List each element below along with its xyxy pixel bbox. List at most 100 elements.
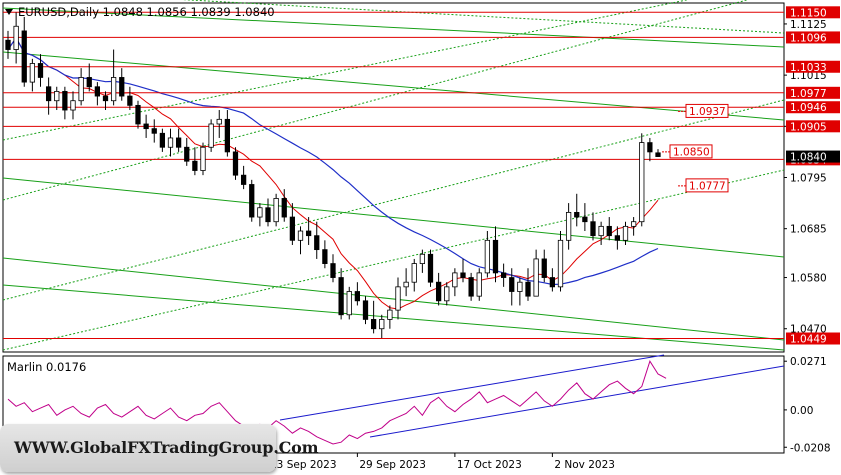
channel-line-1 [2, 177, 785, 258]
candle-body [5, 39, 11, 50]
candle-body [362, 300, 369, 320]
candle-body [45, 86, 52, 102]
candle-body [630, 221, 637, 227]
channel-line-0 [2, 51, 785, 121]
candle-body [541, 258, 547, 278]
x-tick-label: 29 Sep 2023 [359, 459, 426, 471]
candle-body [70, 100, 76, 111]
marlin-panel: 0.0271 0.00 -0.0208 Marlin 0.0176 [2, 354, 831, 454]
candle-body [208, 123, 214, 148]
candle-body [484, 239, 491, 274]
y-tick-label: 1.0580 [790, 273, 827, 285]
candle-body [37, 63, 44, 78]
current-price-tag [786, 150, 840, 163]
watermark-text: WWW.GlobalFXTradingGroup.Com [14, 438, 319, 457]
level-tag-1.0449 [786, 332, 840, 345]
candle-body [175, 137, 182, 148]
candle-body [167, 137, 174, 148]
marlin-y-tick-label: -0.0208 [790, 442, 831, 454]
candle-body [249, 184, 255, 218]
target-label: 1.0850 [673, 146, 710, 158]
candle-body [622, 225, 629, 241]
candle-body [354, 291, 361, 302]
candle-body [557, 239, 564, 288]
watermark-logo: WWW.GlobalFXTradingGroup.Com [0, 424, 319, 472]
marlin-header: Marlin 0.0176 [7, 360, 86, 374]
x-tick-label: 13 Sep 2023 [270, 459, 337, 471]
candle-body [54, 91, 60, 102]
target-box [685, 103, 729, 118]
candle-body [549, 277, 556, 288]
candle-body [370, 319, 377, 330]
dropdown-triangle-icon[interactable] [5, 9, 13, 15]
candle-body [565, 211, 572, 241]
target-box [685, 178, 729, 193]
candle-body [476, 272, 482, 297]
level-tag-1.0905 [786, 120, 840, 133]
candle-body [29, 63, 36, 83]
level-tag-1.0977 [786, 86, 840, 99]
candle-body [192, 160, 198, 171]
candle-body [297, 230, 304, 241]
current-price-label: 1.0840 [790, 152, 827, 164]
candle-body [639, 142, 645, 223]
candle-body [500, 272, 507, 278]
candle-body [151, 128, 157, 134]
candle-body [509, 277, 515, 292]
level-label-1.0946: 1.0946 [790, 102, 827, 114]
candle-body [614, 235, 621, 241]
slow-moving-average [7, 36, 659, 286]
candle-body [419, 253, 426, 264]
candle-body [94, 86, 101, 97]
candle-body [606, 225, 612, 237]
candle-body [232, 151, 239, 176]
candle-body [119, 77, 125, 97]
marlin-lower-trendline [369, 365, 785, 438]
marlin-y-tick-label: 0.0271 [790, 356, 827, 368]
candle-body [281, 198, 287, 218]
candle-body [574, 211, 580, 218]
candle-body [289, 216, 296, 241]
candle-body [338, 277, 344, 316]
channel-line-9 [2, 169, 785, 351]
candle-body [346, 291, 352, 316]
y-tick-label: 1.1125 [790, 19, 827, 31]
candle-body [598, 225, 604, 237]
candle-body [517, 281, 523, 292]
candle-body [647, 142, 653, 153]
candle-body [533, 258, 539, 297]
candle-body [240, 174, 247, 185]
level-label-1.1033: 1.1033 [790, 62, 827, 74]
candle-body [200, 146, 206, 171]
candle-body [135, 104, 141, 125]
candle-body [86, 77, 92, 88]
target-box [669, 144, 713, 159]
candle-body [143, 123, 149, 130]
level-label-1.0905: 1.0905 [790, 121, 827, 133]
price-header: EURUSD,Daily 1.0848 1.0856 1.0839 1.0840 [18, 5, 275, 19]
level-tag-1.1033 [786, 60, 840, 73]
channel-line-2 [2, 257, 785, 341]
candle-body [62, 91, 68, 111]
x-tick-label: 2 Nov 2023 [554, 459, 615, 471]
candle-body [403, 281, 409, 288]
y-tick-label: 1.0795 [790, 173, 827, 185]
x-tick-label: 17 Oct 2023 [457, 459, 522, 471]
candle-body [582, 216, 588, 223]
level-tag-1.1096 [786, 31, 840, 44]
level-label-1.1150: 1.1150 [790, 7, 827, 19]
candle-body [435, 281, 442, 302]
candle-body [590, 221, 596, 237]
target-label: 1.0937 [689, 106, 726, 118]
level-label-1.0449: 1.0449 [790, 334, 827, 346]
candle-body [525, 281, 531, 297]
target-label: 1.0777 [689, 180, 726, 192]
level-tag-1.1150 [786, 6, 840, 19]
level-label-1.1096: 1.1096 [790, 32, 827, 44]
candle-body [110, 77, 117, 102]
candle-body [305, 230, 312, 237]
candle-body [427, 253, 434, 283]
candle-body [216, 118, 222, 125]
candle-body [13, 25, 19, 50]
